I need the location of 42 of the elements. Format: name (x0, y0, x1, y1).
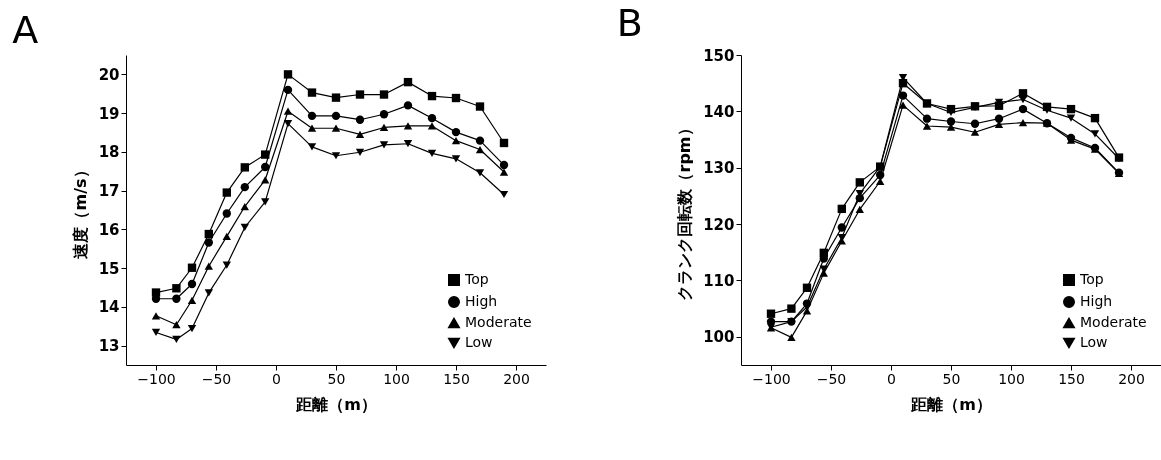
x-axis-title: 距離（m） (295, 394, 377, 414)
legend-label: High (1080, 293, 1113, 309)
legend-label: Top (464, 271, 489, 287)
legend-label: Moderate (1080, 314, 1147, 330)
y-tick-label: 120 (703, 215, 735, 234)
y-tick-label: 20 (98, 65, 120, 84)
x-tick-label: 100 (383, 370, 410, 387)
x-tick-label: 0 (887, 370, 896, 387)
chart-title: B (616, 1, 643, 45)
y-tick-label: 16 (98, 220, 120, 239)
y-tick-label: 100 (703, 328, 735, 347)
legend-label: High (465, 293, 498, 309)
x-tick-label: 200 (1118, 370, 1145, 387)
x-tick-label: −50 (816, 370, 847, 387)
x-tick-label: −100 (137, 370, 176, 387)
chart-title: A (12, 8, 39, 52)
y-tick-label: 19 (98, 104, 120, 123)
x-tick-label: 50 (327, 370, 346, 387)
legend-label: Low (1080, 334, 1108, 350)
y-axis-title: 速度（m/s） (70, 162, 90, 259)
legend-label: Top (1079, 271, 1104, 287)
y-tick-label: 17 (98, 182, 120, 201)
legend-label: Low (465, 334, 493, 350)
x-tick-label: −50 (201, 370, 232, 387)
x-tick-label: −100 (752, 370, 791, 387)
x-tick-label: 100 (998, 370, 1025, 387)
x-tick-label: 150 (1058, 370, 1085, 387)
y-tick-label: 110 (703, 271, 735, 290)
y-tick-label: 150 (703, 46, 735, 65)
y-axis-title: クランク回転数（rpm） (675, 120, 695, 301)
y-tick-label: 14 (98, 298, 120, 317)
y-tick-label: 13 (98, 337, 120, 356)
y-tick-label: 15 (98, 259, 120, 278)
x-axis-title: 距離（m） (910, 394, 992, 414)
x-tick-label: 50 (942, 370, 961, 387)
x-tick-label: 0 (272, 370, 281, 387)
x-tick-label: 200 (503, 370, 530, 387)
y-tick-label: 140 (703, 102, 735, 121)
y-tick-label: 130 (703, 159, 735, 178)
y-tick-label: 18 (98, 143, 120, 162)
legend-label: Moderate (465, 314, 532, 330)
x-tick-label: 150 (443, 370, 470, 387)
